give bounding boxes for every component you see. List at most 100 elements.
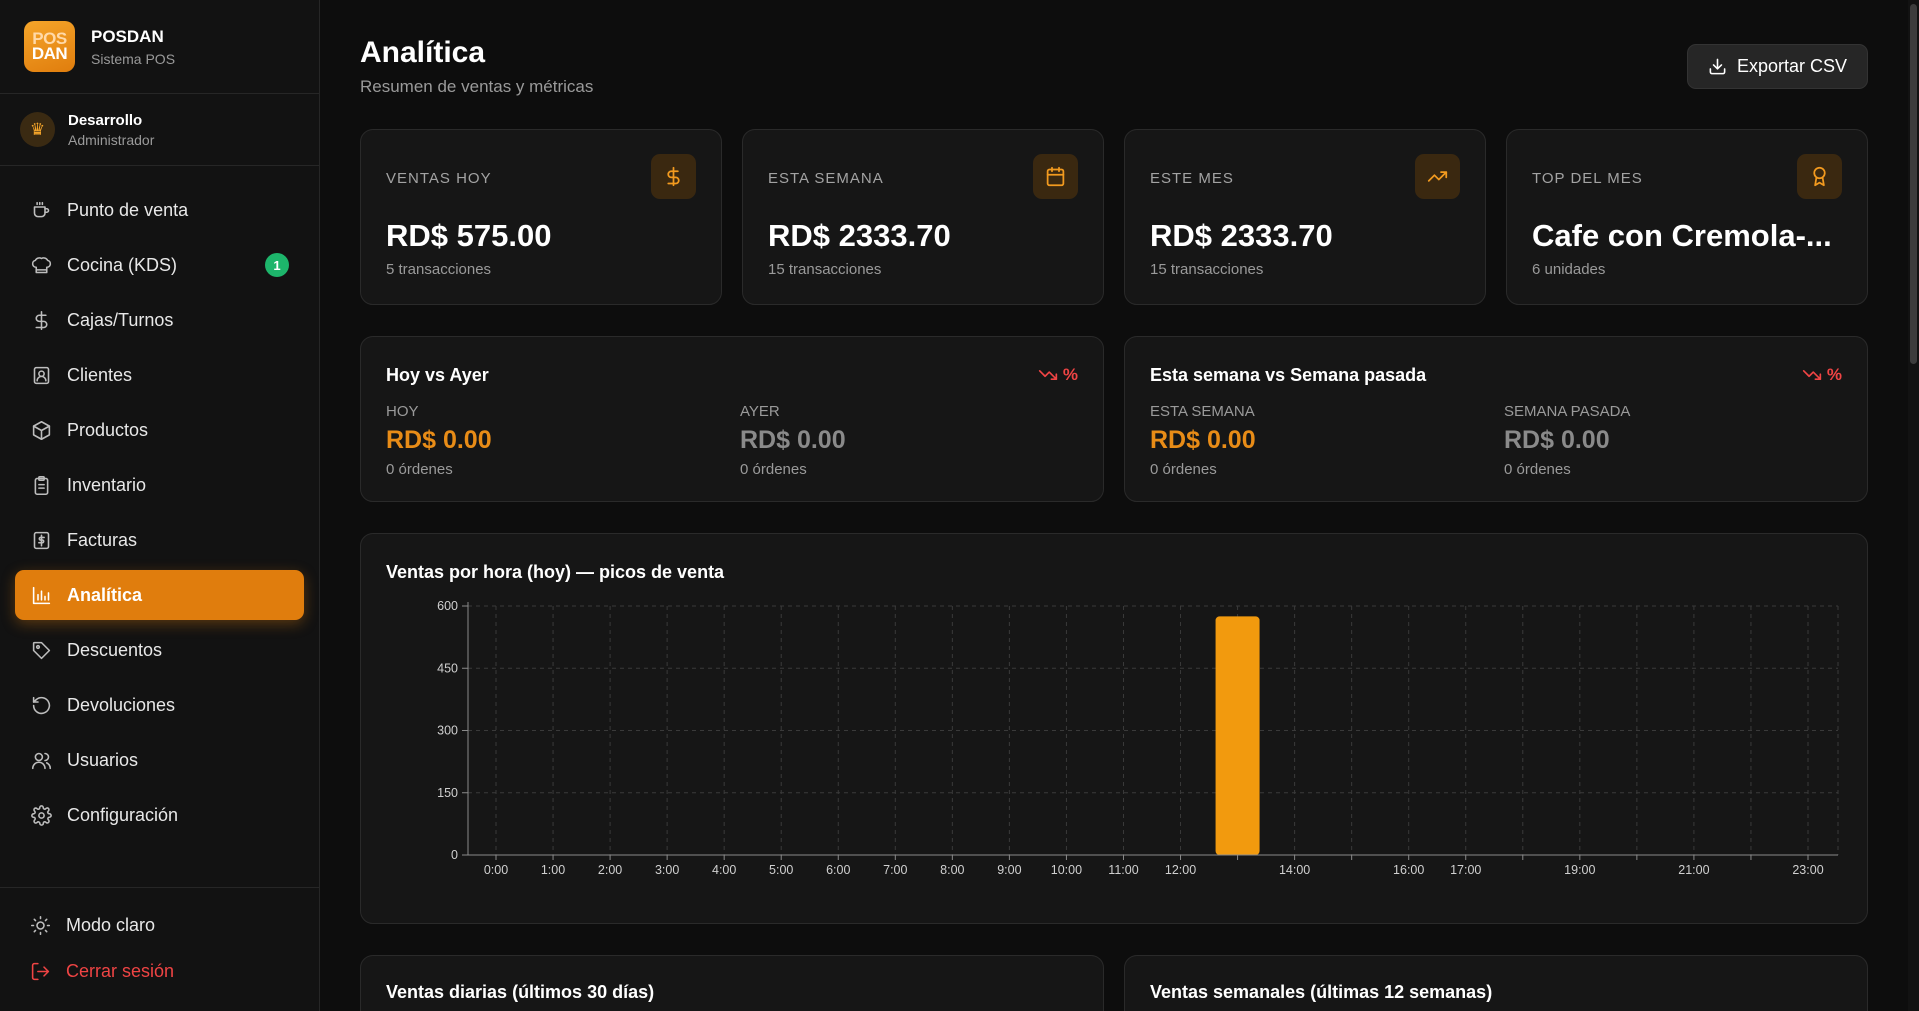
- sun-icon: [30, 915, 51, 935]
- stat-label: ESTA SEMANA: [768, 170, 884, 187]
- logout-label: Cerrar sesión: [66, 960, 175, 981]
- comparison-previous: AYER RD$ 0.00 0 órdenes: [740, 403, 846, 478]
- sidebar-item-facturas[interactable]: Facturas: [15, 515, 304, 565]
- kds-count-badge: 1: [265, 253, 289, 277]
- sidebar-nav: Punto de venta Cocina (KDS) 1 Cajas/Turn…: [0, 166, 319, 840]
- x-tick-label: 10:00: [1051, 863, 1082, 877]
- hourly-sales-chart: 0 150 300 450 600 0:00 1:00 2:00 3:00 4:00 5:00 6:0…: [437, 599, 1839, 877]
- dollar-icon: [30, 309, 52, 331]
- logout-button[interactable]: Cerrar sesión: [15, 948, 305, 994]
- y-tick-label: 300: [437, 724, 458, 738]
- page-title: Analítica: [360, 36, 486, 69]
- hourly-sales-chart-card: Ventas por hora (hoy) — picos de venta 0…: [360, 533, 1868, 924]
- trending-down-icon: [1802, 370, 1822, 380]
- comparison-value: RD$ 0.00: [1504, 426, 1610, 454]
- sidebar-item-analitica[interactable]: Analítica: [15, 570, 304, 620]
- sidebar-item-devoluciones[interactable]: Devoluciones: [15, 680, 304, 730]
- x-tick-label: 3:00: [655, 863, 679, 877]
- comparison-current: HOY RD$ 0.00 0 órdenes: [386, 403, 492, 478]
- x-tick-label: 2:00: [598, 863, 622, 877]
- comparison-previous: SEMANA PASADA RD$ 0.00 0 órdenes: [1504, 403, 1630, 478]
- coffee-cup-icon: [30, 199, 52, 221]
- sidebar-item-label: Clientes: [67, 364, 133, 385]
- y-tick-label: 150: [437, 786, 458, 800]
- dollar-icon: [651, 154, 696, 199]
- sidebar-item-cocina[interactable]: Cocina (KDS) 1: [15, 240, 304, 290]
- comparison-orders: 0 órdenes: [1504, 461, 1571, 478]
- sidebar-item-descuentos[interactable]: Descuentos: [15, 625, 304, 675]
- sidebar-footer: Modo claro Cerrar sesión: [0, 887, 320, 1011]
- x-tick-label: 1:00: [541, 863, 565, 877]
- x-tick-label: 7:00: [883, 863, 907, 877]
- brand-subtitle: Sistema POS: [91, 50, 176, 67]
- sidebar-item-cajas-turnos[interactable]: Cajas/Turnos: [15, 295, 304, 345]
- sidebar-item-productos[interactable]: Productos: [15, 405, 304, 455]
- stat-subtext: 5 transacciones: [386, 261, 492, 278]
- stat-subtext: 15 transacciones: [768, 261, 882, 278]
- x-tick-label: 5:00: [769, 863, 793, 877]
- award-icon: [1797, 154, 1842, 199]
- scrollbar-thumb[interactable]: [1910, 4, 1917, 364]
- stat-value: RD$ 575.00: [386, 218, 552, 253]
- x-tick-label: 11:00: [1108, 863, 1138, 877]
- trend-percent: %: [1062, 365, 1078, 384]
- sidebar-item-usuarios[interactable]: Usuarios: [15, 735, 304, 785]
- y-tick-label: 450: [437, 661, 458, 675]
- comparison-title: Hoy vs Ayer: [386, 365, 489, 385]
- brand-logo: POS DAN: [24, 21, 75, 72]
- stat-subtext: 15 transacciones: [1150, 261, 1264, 278]
- sidebar-item-clientes[interactable]: Clientes: [15, 350, 304, 400]
- comparison-label: ESTA SEMANA: [1150, 403, 1255, 420]
- daily-sales-card: Ventas diarias (últimos 30 días): [360, 955, 1104, 1011]
- theme-toggle-label: Modo claro: [66, 914, 156, 935]
- stat-card-este-mes: ESTE MES RD$ 2333.70 15 transacciones: [1124, 129, 1486, 305]
- comparison-orders: 0 órdenes: [740, 461, 807, 478]
- weekly-sales-title: Ventas semanales (últimas 12 semanas): [1150, 982, 1493, 1002]
- trend-percent: %: [1826, 365, 1842, 384]
- x-tick-label: 16:00: [1393, 863, 1424, 877]
- export-csv-label: Exportar CSV: [1736, 56, 1847, 76]
- page-scrollbar[interactable]: [1908, 0, 1919, 1011]
- stat-subtext: 6 unidades: [1532, 261, 1606, 278]
- comparison-orders: 0 órdenes: [1150, 461, 1217, 478]
- comparison-label: AYER: [740, 403, 780, 420]
- crown-icon: ♛: [20, 112, 55, 147]
- comparison-value: RD$ 0.00: [740, 426, 846, 454]
- stat-value: RD$ 2333.70: [1150, 218, 1333, 253]
- chart-bar: [1215, 616, 1260, 855]
- y-tick-label: 600: [437, 599, 458, 613]
- receipt-icon: [30, 529, 52, 551]
- trending-up-icon: [1415, 154, 1460, 199]
- sidebar-item-punto-de-venta[interactable]: Punto de venta: [15, 185, 304, 235]
- sidebar-item-label: Cajas/Turnos: [67, 309, 174, 330]
- stat-card-esta-semana: ESTA SEMANA RD$ 2333.70 15 transacciones: [742, 129, 1104, 305]
- stat-label: VENTAS HOY: [386, 170, 492, 187]
- sidebar-item-label: Analítica: [67, 584, 143, 605]
- stat-card-ventas-hoy: VENTAS HOY RD$ 575.00 5 transacciones: [360, 129, 722, 305]
- sidebar-item-label: Descuentos: [67, 639, 163, 660]
- weekly-sales-card: Ventas semanales (últimas 12 semanas): [1124, 955, 1868, 1011]
- x-tick-label: 6:00: [826, 863, 850, 877]
- export-csv-button[interactable]: Exportar CSV: [1686, 44, 1868, 89]
- y-tick-label: 0: [451, 848, 458, 862]
- sidebar-item-label: Facturas: [67, 529, 138, 550]
- comparison-current: ESTA SEMANA RD$ 0.00 0 órdenes: [1150, 403, 1256, 478]
- theme-toggle-button[interactable]: Modo claro: [15, 902, 305, 948]
- undo-icon: [30, 694, 52, 716]
- x-tick-label: 17:00: [1450, 863, 1481, 877]
- comparison-card-week: Esta semana vs Semana pasada % ESTA SEMA…: [1124, 336, 1868, 502]
- x-tick-label: 8:00: [940, 863, 964, 877]
- sidebar: POS DAN POSDAN Sistema POS ♛ Desarrollo …: [0, 0, 320, 1011]
- stat-label: TOP DEL MES: [1532, 170, 1643, 187]
- x-tick-label: 14:00: [1279, 863, 1310, 877]
- x-tick-label: 19:00: [1564, 863, 1595, 877]
- x-tick-label: 0:00: [484, 863, 508, 877]
- sidebar-item-configuracion[interactable]: Configuración: [15, 790, 304, 840]
- brand-logo-line2: DAN: [31, 43, 68, 63]
- user-profile: ♛ Desarrollo Administrador: [0, 94, 319, 166]
- main-content: Analítica Resumen de ventas y métricas E…: [360, 0, 1868, 1011]
- sidebar-item-label: Inventario: [67, 474, 147, 495]
- sidebar-item-inventario[interactable]: Inventario: [15, 460, 304, 510]
- x-tick-label: 21:00: [1678, 863, 1709, 877]
- x-tick-label: 12:00: [1165, 863, 1196, 877]
